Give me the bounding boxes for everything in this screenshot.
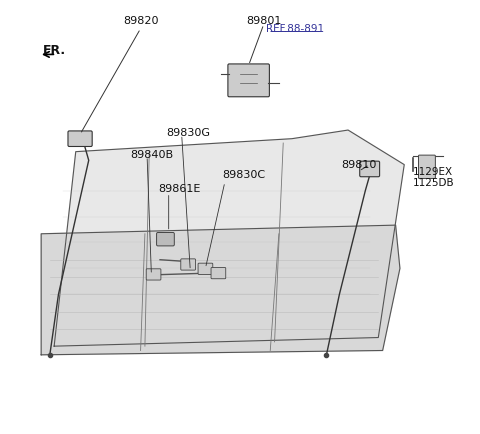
Polygon shape xyxy=(41,226,400,355)
FancyBboxPatch shape xyxy=(156,233,174,247)
Text: 89830G: 89830G xyxy=(167,128,211,138)
FancyBboxPatch shape xyxy=(181,259,195,270)
Text: 89810: 89810 xyxy=(341,159,376,169)
Text: REF.88-891: REF.88-891 xyxy=(266,24,324,34)
FancyBboxPatch shape xyxy=(68,132,92,147)
FancyBboxPatch shape xyxy=(228,65,269,98)
Text: 1129EX: 1129EX xyxy=(413,167,453,177)
Text: 89861E: 89861E xyxy=(158,184,200,194)
FancyBboxPatch shape xyxy=(198,263,213,275)
Text: 89830C: 89830C xyxy=(222,170,265,180)
Text: 89801: 89801 xyxy=(246,16,281,26)
Text: 89840B: 89840B xyxy=(130,149,173,159)
Text: 1125DB: 1125DB xyxy=(413,178,455,187)
FancyBboxPatch shape xyxy=(360,162,380,178)
Text: FR.: FR. xyxy=(43,44,66,56)
Text: 89820: 89820 xyxy=(123,16,158,26)
FancyBboxPatch shape xyxy=(211,268,226,279)
FancyBboxPatch shape xyxy=(419,156,435,179)
Polygon shape xyxy=(54,131,404,346)
FancyBboxPatch shape xyxy=(146,269,161,280)
